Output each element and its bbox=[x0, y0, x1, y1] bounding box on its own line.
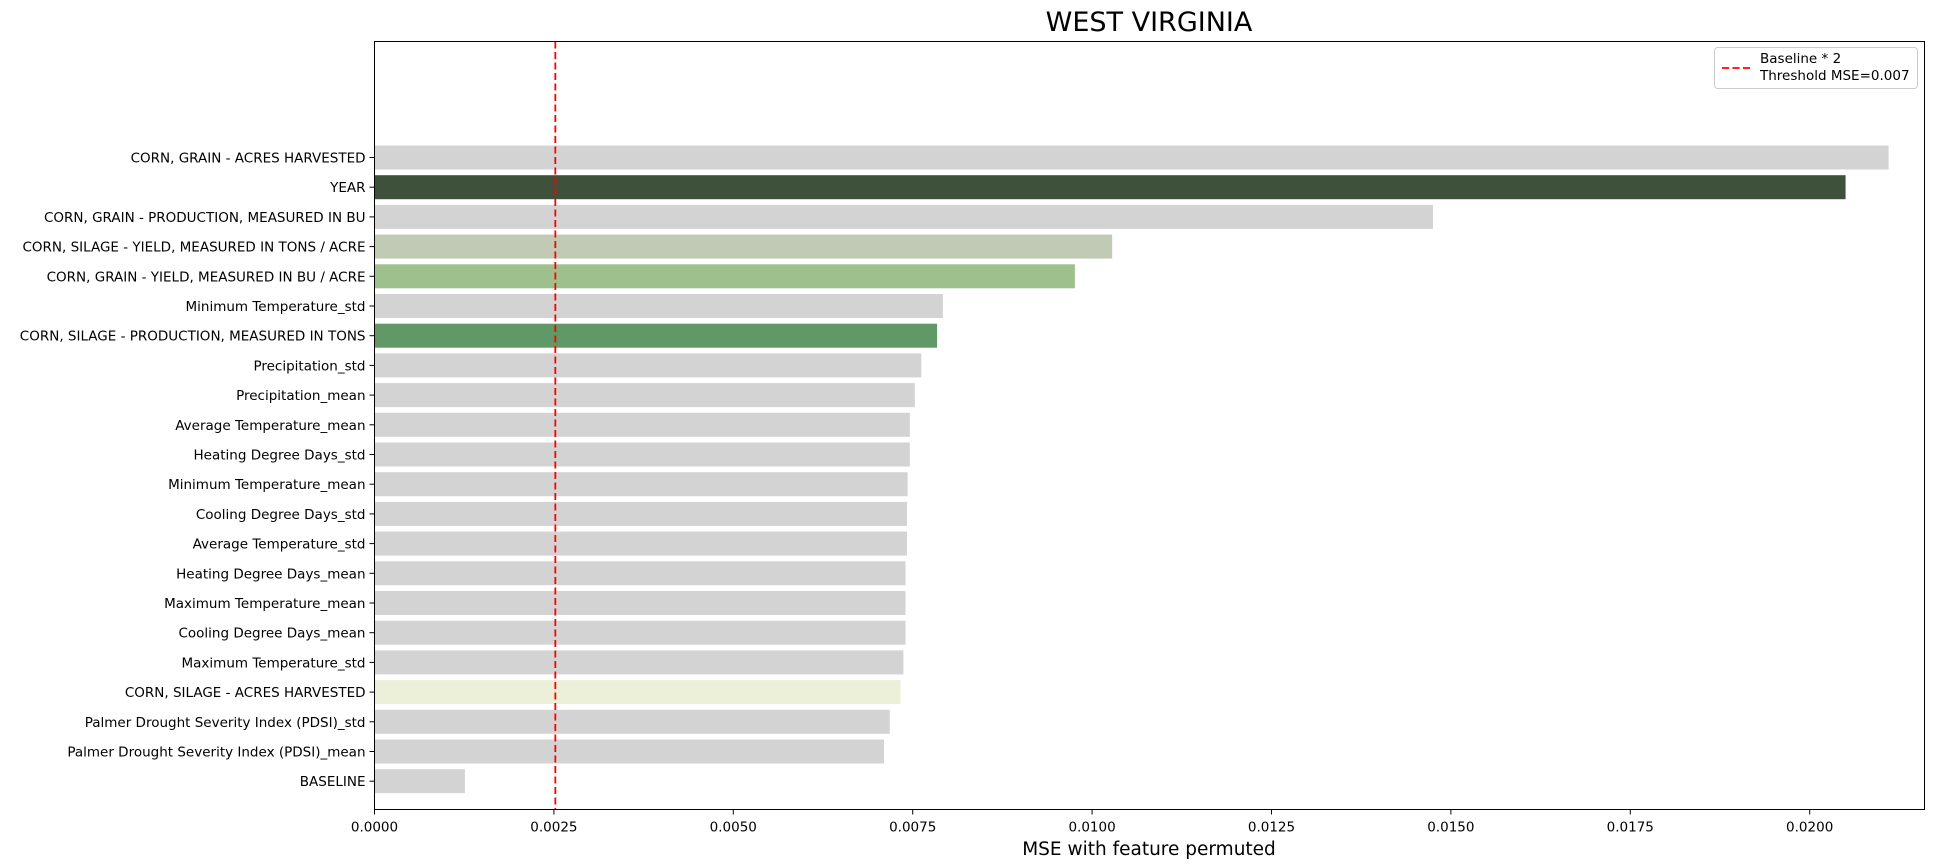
x-tick-label: 0.0100 bbox=[1068, 820, 1115, 836]
x-tick-label: 0.0175 bbox=[1607, 820, 1654, 836]
category-label: Cooling Degree Days_std bbox=[196, 507, 366, 523]
x-tick-label: 0.0050 bbox=[710, 820, 757, 836]
category-label: Heating Degree Days_std bbox=[194, 448, 366, 464]
bar bbox=[374, 591, 906, 615]
bar bbox=[374, 650, 904, 675]
bar bbox=[374, 620, 906, 645]
bar bbox=[374, 204, 1433, 229]
bars-group bbox=[374, 145, 1889, 794]
category-label: Precipitation_std bbox=[253, 358, 365, 374]
category-label: CORN, SILAGE - YIELD, MEASURED IN TONS /… bbox=[22, 240, 365, 256]
bar bbox=[374, 294, 943, 318]
bar bbox=[374, 353, 922, 378]
bar bbox=[374, 709, 890, 734]
category-label: CORN, GRAIN - PRODUCTION, MEASURED IN BU bbox=[44, 210, 366, 226]
bar bbox=[374, 323, 938, 348]
bar bbox=[374, 412, 910, 437]
bar bbox=[374, 739, 884, 764]
category-label: CORN, SILAGE - PRODUCTION, MEASURED IN T… bbox=[20, 329, 366, 345]
bar bbox=[374, 145, 1889, 170]
x-tick-label: 0.0075 bbox=[889, 820, 936, 836]
category-label: Precipitation_mean bbox=[236, 388, 365, 404]
category-label: CORN, GRAIN - YIELD, MEASURED IN BU / AC… bbox=[47, 269, 366, 285]
category-label: Maximum Temperature_std bbox=[182, 655, 366, 671]
legend-label-line1: Baseline * 2 bbox=[1760, 51, 1841, 67]
x-axis-ticks: 0.0000 0.0025 0.0050 0.0075 0.0100 0.0125 0.01… bbox=[351, 809, 1833, 836]
category-label: Palmer Drought Severity Index (PDSI)_std bbox=[85, 715, 366, 731]
plot-frame bbox=[374, 41, 1925, 810]
category-labels: CORN, GRAIN - ACRES HARVESTED YEAR CORN, G… bbox=[20, 151, 375, 790]
bar bbox=[374, 561, 906, 586]
legend-label-line2: Threshold MSE=0.007 bbox=[1759, 68, 1910, 84]
x-tick-label: 0.0000 bbox=[351, 820, 398, 836]
category-label: Palmer Drought Severity Index (PDSI)_mea… bbox=[67, 745, 365, 761]
bar bbox=[374, 234, 1113, 259]
category-label: Average Temperature_std bbox=[193, 537, 366, 553]
category-label: BASELINE bbox=[300, 774, 366, 790]
category-label: CORN, SILAGE - ACRES HARVESTED bbox=[125, 685, 366, 701]
legend: Baseline * 2 Threshold MSE=0.007 bbox=[1714, 47, 1918, 89]
category-label: CORN, GRAIN - ACRES HARVESTED bbox=[131, 151, 366, 167]
bar bbox=[374, 175, 1846, 200]
bar bbox=[374, 472, 908, 497]
x-axis-title: MSE with feature permuted bbox=[1022, 839, 1276, 860]
category-label: Minimum Temperature_mean bbox=[168, 477, 365, 493]
bar bbox=[374, 383, 915, 408]
category-label: Maximum Temperature_mean bbox=[164, 596, 365, 612]
bar bbox=[374, 501, 907, 526]
x-tick-label: 0.0200 bbox=[1786, 820, 1833, 836]
category-label: Average Temperature_mean bbox=[175, 418, 365, 434]
x-tick-label: 0.0150 bbox=[1427, 820, 1474, 836]
category-label: YEAR bbox=[329, 180, 365, 196]
bar bbox=[374, 264, 1075, 289]
bar bbox=[374, 769, 465, 794]
x-tick-label: 0.0125 bbox=[1248, 820, 1295, 836]
chart-title: WEST VIRGINIA bbox=[1046, 7, 1253, 38]
bar bbox=[374, 442, 910, 467]
bar bbox=[374, 680, 901, 705]
bar bbox=[374, 531, 907, 556]
x-tick-label: 0.0025 bbox=[530, 820, 577, 836]
category-label: Minimum Temperature_std bbox=[185, 299, 365, 315]
category-label: Cooling Degree Days_mean bbox=[178, 626, 365, 642]
category-label: Heating Degree Days_mean bbox=[176, 566, 365, 582]
legend-box bbox=[1714, 47, 1918, 89]
